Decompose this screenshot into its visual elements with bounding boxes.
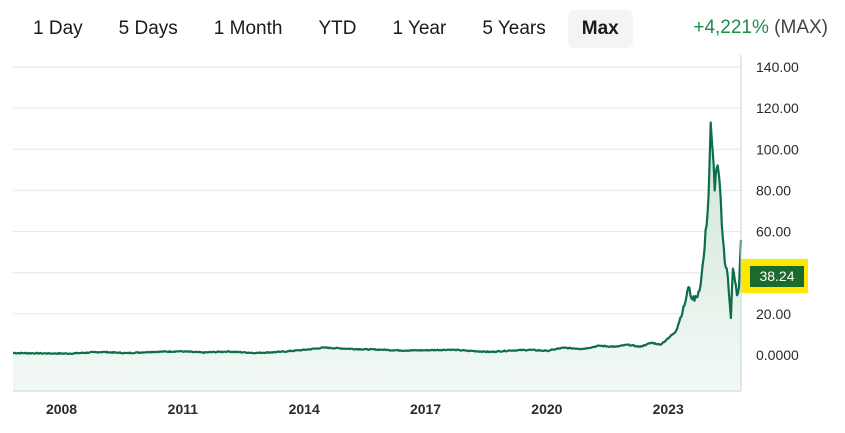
current-price-marker: 38.24 xyxy=(741,259,808,293)
current-price-badge xyxy=(750,266,804,287)
range-tab-5-days[interactable]: 5 Days xyxy=(118,18,178,39)
current-price-label: 38.24 xyxy=(759,268,794,284)
range-tab-max[interactable]: Max xyxy=(567,10,633,48)
y-tick-label: 140.00 xyxy=(756,59,799,75)
y-tick-label: 60.00 xyxy=(756,224,791,240)
y-tick-label: 100.00 xyxy=(756,141,799,157)
range-tab-ytd[interactable]: YTD xyxy=(318,18,357,39)
price-area-fill xyxy=(13,122,741,391)
time-range-selector: 1 Day 5 Days 1 Month YTD 1 Year 5 Years … xyxy=(0,10,640,48)
range-tab-1-day[interactable]: 1 Day xyxy=(33,18,83,39)
change-period: (MAX) xyxy=(774,17,828,38)
x-tick-label: 2023 xyxy=(653,401,684,417)
range-tab-1-month[interactable]: 1 Month xyxy=(213,18,283,39)
y-tick-label: 0.0000 xyxy=(756,347,799,363)
x-tick-label: 2017 xyxy=(410,401,441,417)
x-tick-label: 2014 xyxy=(289,401,320,417)
price-line xyxy=(12,121,743,355)
y-tick-label: 80.00 xyxy=(756,182,791,198)
grid xyxy=(13,66,741,356)
x-tick-label: 2011 xyxy=(168,401,199,417)
change-percent: +4,221% xyxy=(693,17,769,38)
y-tick-label: 20.00 xyxy=(756,306,791,322)
range-tab-1-year[interactable]: 1 Year xyxy=(392,18,447,39)
y-tick-label: 120.00 xyxy=(756,100,799,116)
range-tab-5-years[interactable]: 5 Years xyxy=(482,18,546,39)
x-tick-label: 2008 xyxy=(46,401,77,417)
change-readout: +4,221% (MAX) xyxy=(693,17,828,39)
x-tick-label: 2020 xyxy=(531,401,562,417)
x-axis-ticks: 2008 2011 2014 2017 2020 2023 xyxy=(46,401,684,417)
y-axis-ticks: 0.0000 20.00 60.00 80.00 100.00 120.00 140.00 xyxy=(756,59,799,363)
